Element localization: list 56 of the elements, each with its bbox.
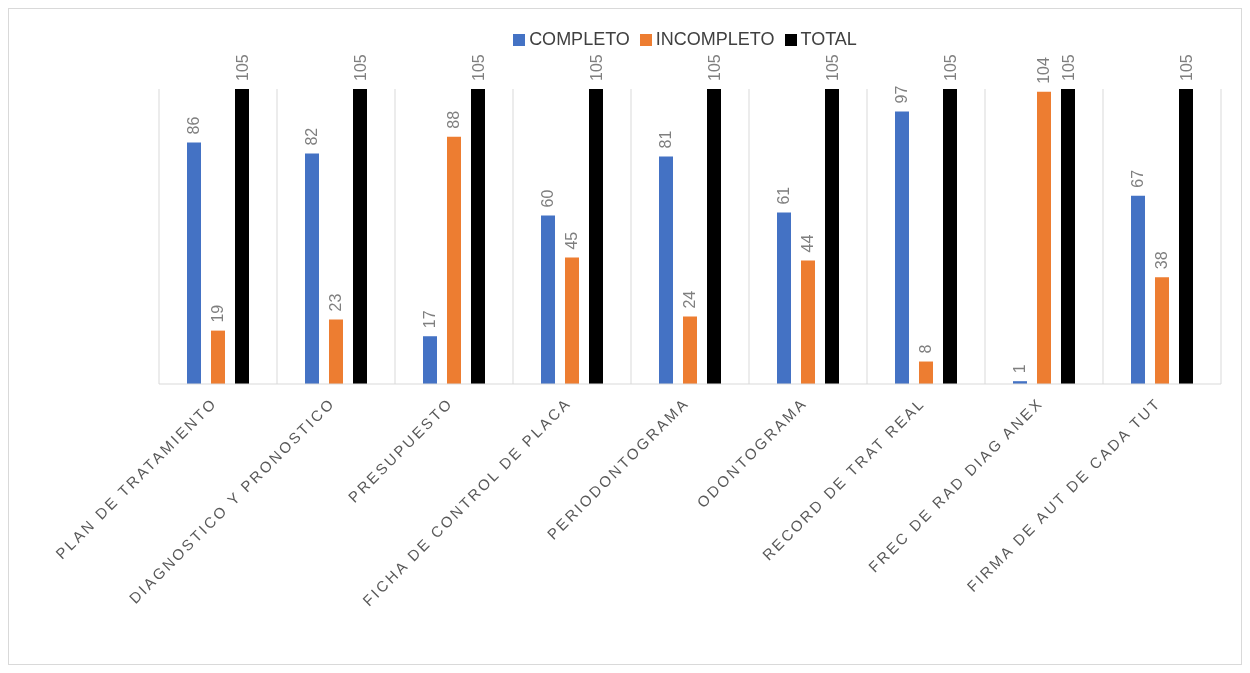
data-label: 44 (799, 234, 817, 253)
bar (471, 89, 485, 384)
data-label: 86 (185, 116, 203, 135)
data-label: 105 (1059, 54, 1077, 81)
bar (659, 156, 673, 384)
bar (943, 89, 957, 384)
legend-label: TOTAL (800, 29, 857, 49)
bar (211, 330, 225, 384)
bar (353, 89, 367, 384)
data-label: 38 (1153, 251, 1171, 270)
bar (1131, 195, 1145, 384)
data-label: 88 (445, 110, 463, 129)
bar (707, 89, 721, 384)
bar (825, 89, 839, 384)
bar (187, 142, 201, 384)
data-label: 1 (1011, 364, 1029, 374)
bar (777, 212, 791, 384)
bar (447, 136, 461, 384)
data-label: 81 (657, 130, 675, 149)
bar (801, 260, 815, 384)
bar (1037, 91, 1051, 384)
data-label: 82 (303, 127, 321, 146)
data-label: 61 (775, 186, 793, 205)
data-label: 67 (1129, 169, 1147, 188)
bar (565, 257, 579, 384)
bar (329, 319, 343, 384)
data-label: 105 (1177, 54, 1195, 81)
bar (423, 336, 437, 384)
bar (305, 153, 319, 384)
legend-label: INCOMPLETO (655, 29, 775, 49)
bar (683, 316, 697, 384)
data-label: 105 (469, 54, 487, 81)
bar (919, 361, 933, 384)
bar (589, 89, 603, 384)
bar (235, 89, 249, 384)
data-label: 104 (1035, 57, 1053, 84)
data-label: 97 (893, 85, 911, 104)
data-label: 23 (327, 293, 345, 312)
data-label: 45 (563, 231, 581, 250)
data-label: 17 (421, 310, 439, 329)
bar (1061, 89, 1075, 384)
data-label: 24 (681, 290, 699, 309)
bar (1155, 277, 1169, 384)
data-label: 105 (233, 54, 251, 81)
data-label: 105 (941, 54, 959, 81)
data-label: 105 (823, 54, 841, 81)
data-label: 105 (587, 54, 605, 81)
legend-label: COMPLETO (529, 29, 630, 49)
bar (895, 111, 909, 384)
data-label: 19 (209, 304, 227, 323)
bar (1179, 89, 1193, 384)
data-label: 60 (539, 189, 557, 208)
bar (541, 215, 555, 384)
data-label: 105 (705, 54, 723, 81)
data-label: 105 (351, 54, 369, 81)
data-label: 8 (917, 344, 935, 354)
